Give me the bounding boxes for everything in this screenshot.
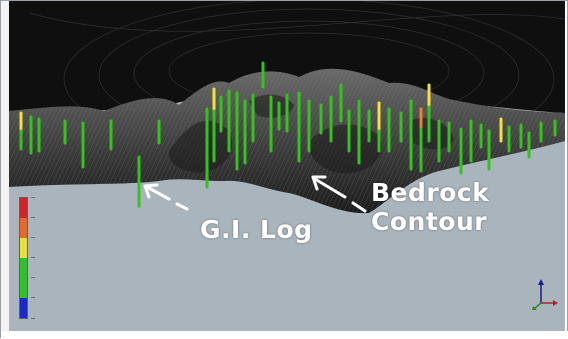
legend-stop [20, 198, 27, 218]
legend-tick [31, 237, 35, 238]
legend-stop [20, 278, 27, 298]
dark-background [9, 1, 565, 113]
legend-tick [31, 257, 35, 258]
legend-tick [31, 217, 35, 218]
bedrock-label-line2: Contour [371, 207, 488, 236]
legend-tick [31, 197, 35, 198]
legend-stop [20, 258, 27, 278]
legend-stop [20, 298, 27, 318]
surface-mesh-lines [9, 68, 565, 214]
bedrock-contour-arrow-icon [311, 175, 367, 213]
z-axis-arrow-icon [538, 279, 544, 303]
window-bottom-edge [1, 331, 568, 339]
bedrock-surface-scene[interactable] [9, 1, 565, 331]
y-axis-arrow-icon [532, 302, 542, 310]
bedrock-label-line1: Bedrock [371, 178, 490, 207]
gi-log-label: G.I. Log [200, 215, 313, 244]
3d-viewport[interactable]: G.I. Log Bedrock Contour [9, 1, 565, 331]
legend-tick [31, 297, 35, 298]
legend-ticks [31, 197, 39, 319]
legend-tick [31, 277, 35, 278]
axis-orientation-gizmo[interactable] [529, 277, 559, 311]
color-scale-legend [19, 197, 28, 319]
legend-stop [20, 238, 27, 258]
legend-tick [31, 318, 35, 319]
x-axis-arrow-icon [541, 300, 558, 306]
bedrock-contour-label: Bedrock Contour [371, 178, 489, 236]
gi-log-boreholes[interactable] [19, 61, 557, 208]
legend-stop [20, 218, 27, 238]
gi-log-arrow-icon [143, 183, 189, 211]
window-left-edge [1, 1, 9, 339]
